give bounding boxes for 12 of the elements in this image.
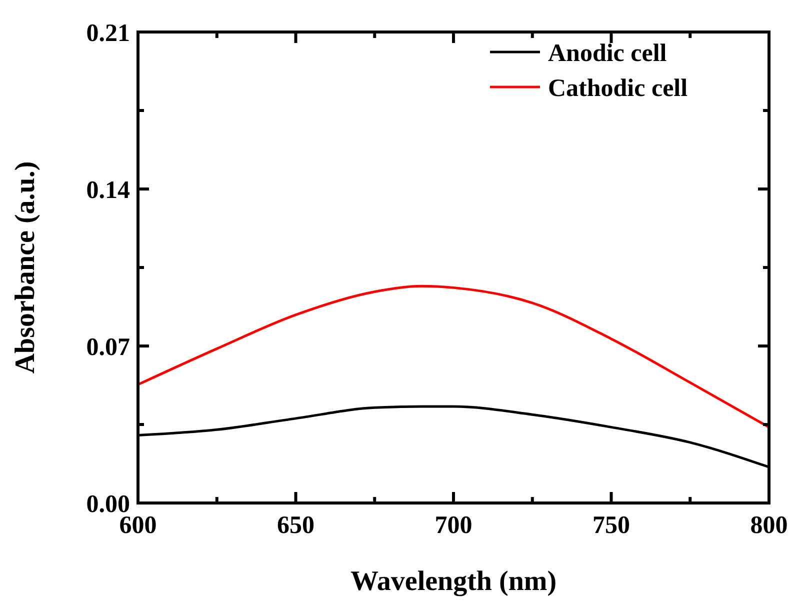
x-tick-label: 800 xyxy=(750,512,788,539)
y-tick-label: 0.07 xyxy=(86,334,130,361)
y-axis-title: Absorbance (a.u.) xyxy=(10,161,41,374)
x-tick-label: 750 xyxy=(592,512,630,539)
line-series xyxy=(136,284,770,428)
x-tick-label: 700 xyxy=(434,512,472,539)
y-tick-label: 0.14 xyxy=(86,177,130,204)
x-tick-label: 650 xyxy=(277,512,314,539)
x-axis-title: Wavelength (nm) xyxy=(350,566,557,597)
y-tick-label: 0.21 xyxy=(86,20,130,47)
legend-label: Cathodic cell xyxy=(548,75,688,102)
legend-label: Anodic cell xyxy=(548,40,667,67)
